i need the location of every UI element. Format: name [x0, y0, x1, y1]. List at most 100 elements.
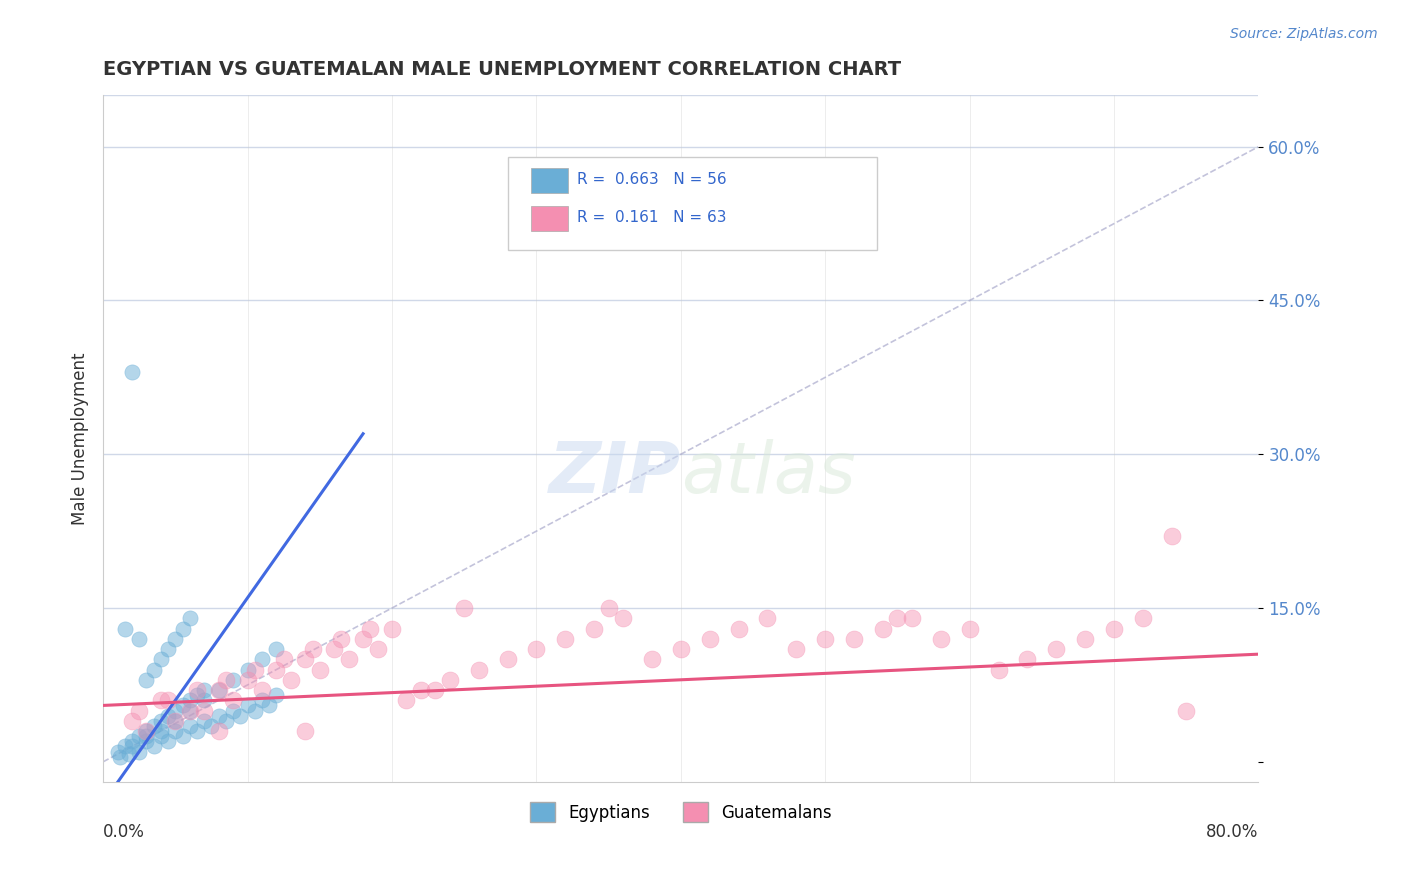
Point [814, 632, 837, 646]
Point [352, 632, 374, 646]
Point [842, 632, 865, 646]
Point [257, 698, 280, 713]
Point [1074, 632, 1097, 646]
Point [453, 601, 475, 615]
Point [1017, 652, 1039, 666]
Point [496, 652, 519, 666]
Point [172, 622, 194, 636]
Point [1045, 642, 1067, 657]
Point [135, 673, 157, 687]
Point [128, 745, 150, 759]
Point [395, 693, 418, 707]
FancyBboxPatch shape [508, 157, 877, 250]
Point [886, 611, 908, 625]
Point [157, 642, 180, 657]
Point [330, 632, 353, 646]
Point [186, 724, 208, 739]
Point [165, 714, 187, 728]
Text: 0.0%: 0.0% [103, 823, 145, 841]
Point [727, 622, 749, 636]
Point [301, 642, 323, 657]
Point [208, 724, 231, 739]
Text: atlas: atlas [681, 439, 855, 508]
Point [193, 714, 215, 728]
Point [524, 642, 547, 657]
Point [554, 632, 576, 646]
Point [229, 708, 252, 723]
Point [367, 642, 389, 657]
Point [337, 652, 360, 666]
Point [583, 622, 606, 636]
Point [149, 724, 172, 739]
Point [215, 673, 238, 687]
Point [250, 683, 273, 698]
Point [699, 632, 721, 646]
Text: R =  0.663   N = 56: R = 0.663 N = 56 [576, 172, 727, 187]
Point [439, 673, 461, 687]
Point [179, 693, 201, 707]
Point [280, 673, 302, 687]
Point [172, 698, 194, 713]
Point [142, 739, 165, 754]
Point [118, 747, 141, 761]
Point [250, 652, 273, 666]
Point [929, 632, 952, 646]
Point [121, 714, 143, 728]
Point [179, 719, 201, 733]
Point [121, 739, 143, 754]
Point [186, 683, 208, 698]
Text: ZIP: ZIP [548, 439, 681, 508]
Point [1102, 622, 1125, 636]
Point [142, 663, 165, 677]
Point [179, 611, 201, 625]
Point [110, 749, 132, 764]
Point [250, 693, 273, 707]
Point [243, 704, 266, 718]
Point [598, 601, 620, 615]
Point [409, 683, 432, 698]
FancyBboxPatch shape [530, 206, 568, 231]
Point [987, 663, 1010, 677]
Point [236, 698, 259, 713]
Point [165, 632, 187, 646]
Point [165, 704, 187, 718]
Point [243, 663, 266, 677]
Point [1160, 529, 1182, 543]
Point [165, 714, 187, 728]
Y-axis label: Male Unemployment: Male Unemployment [72, 352, 89, 525]
Point [157, 693, 180, 707]
Point [785, 642, 807, 657]
Point [121, 734, 143, 748]
Point [128, 704, 150, 718]
Point [193, 704, 215, 718]
Point [222, 704, 245, 718]
Point [149, 652, 172, 666]
Point [135, 724, 157, 739]
Point [308, 663, 330, 677]
Point [179, 704, 201, 718]
Text: Source: ZipAtlas.com: Source: ZipAtlas.com [1230, 27, 1378, 41]
Point [114, 739, 136, 754]
Point [641, 652, 664, 666]
Point [294, 724, 316, 739]
Point [266, 642, 288, 657]
Point [149, 714, 172, 728]
Point [215, 714, 238, 728]
Point [157, 734, 180, 748]
Point [872, 622, 894, 636]
Point [149, 729, 172, 743]
Point [165, 724, 187, 739]
Point [467, 663, 489, 677]
FancyBboxPatch shape [530, 169, 568, 193]
Point [128, 729, 150, 743]
Point [222, 693, 245, 707]
Text: EGYPTIAN VS GUATEMALAN MALE UNEMPLOYMENT CORRELATION CHART: EGYPTIAN VS GUATEMALAN MALE UNEMPLOYMENT… [103, 60, 901, 78]
Point [612, 611, 634, 625]
Point [142, 719, 165, 733]
Legend: Egyptians, Guatemalans: Egyptians, Guatemalans [523, 796, 838, 829]
Point [1132, 611, 1154, 625]
Point [901, 611, 924, 625]
Point [208, 683, 231, 698]
Point [193, 693, 215, 707]
Point [669, 642, 692, 657]
